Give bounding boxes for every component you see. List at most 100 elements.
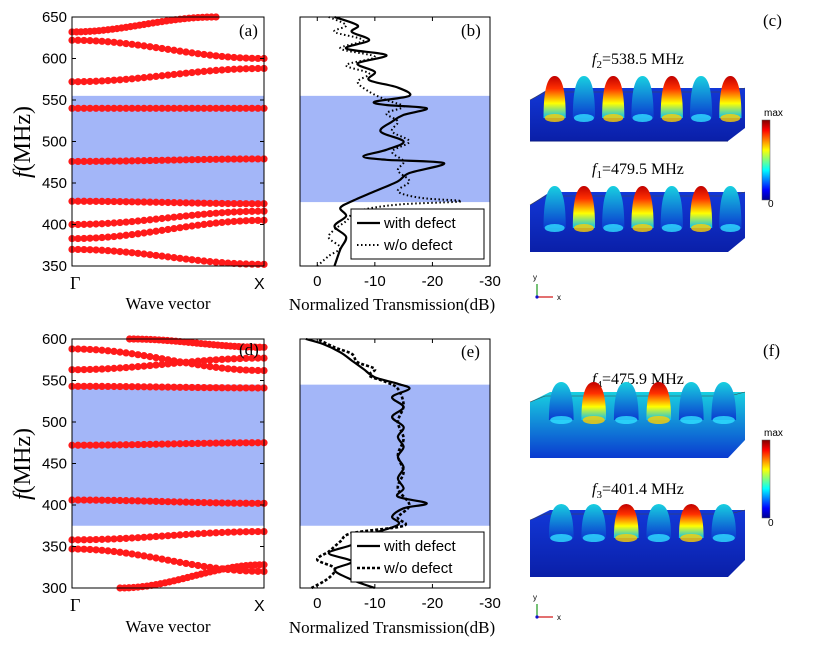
band-point — [212, 155, 220, 163]
y-tick-label: 450 — [42, 456, 67, 473]
mode-highlight — [712, 416, 735, 424]
mode-highlight — [603, 224, 624, 232]
band-point — [170, 498, 178, 506]
band-point — [164, 356, 172, 364]
band-point — [146, 251, 154, 259]
band-point — [86, 104, 94, 112]
band-point — [128, 441, 136, 449]
band-point — [200, 384, 208, 392]
band-point — [92, 37, 100, 45]
band-point — [80, 365, 88, 374]
band-point — [254, 499, 262, 507]
band-point — [176, 156, 184, 164]
x-tick-label: -10 — [364, 273, 386, 290]
band-point — [134, 230, 142, 238]
band-point — [224, 565, 232, 574]
band-point — [110, 157, 118, 165]
band-point — [212, 209, 220, 217]
mode-peak — [689, 76, 713, 118]
band-point — [98, 441, 106, 449]
band-point — [152, 440, 160, 448]
band-point — [170, 531, 178, 539]
x-tick-label: -20 — [422, 595, 444, 612]
band-point — [152, 104, 160, 112]
band-point — [176, 383, 184, 391]
band-point — [134, 440, 142, 449]
band-point — [140, 250, 148, 258]
band-point — [140, 42, 148, 50]
band-point — [104, 38, 112, 46]
mode-highlight — [661, 114, 682, 122]
band-point — [218, 499, 226, 507]
mode-highlight — [603, 114, 624, 122]
band-point — [200, 104, 208, 112]
band-point — [116, 348, 124, 356]
band-point — [134, 249, 142, 257]
band-point — [164, 556, 172, 564]
x-tick-label: -20 — [422, 273, 444, 290]
band-point — [236, 54, 244, 62]
band-point — [122, 104, 130, 112]
triad-x-label: x — [557, 613, 561, 622]
band-point — [128, 198, 136, 206]
band-point — [110, 382, 118, 391]
band-point — [116, 232, 124, 240]
band-point — [230, 65, 238, 73]
panel-label: (d) — [239, 340, 259, 359]
band-point — [182, 212, 190, 220]
band-point — [122, 157, 130, 165]
band-point — [122, 39, 130, 48]
band-point — [116, 535, 124, 543]
band-point — [212, 363, 220, 371]
x-axis-label: Wave vector — [126, 617, 211, 636]
band-point — [80, 545, 88, 553]
band-point — [158, 72, 166, 80]
band-point — [80, 345, 88, 353]
band-point — [98, 382, 106, 391]
band-point — [218, 209, 226, 217]
band-point — [182, 223, 190, 231]
band-point — [236, 439, 244, 447]
panel-label: (c) — [763, 11, 782, 30]
band-point — [86, 197, 94, 205]
band-point — [92, 496, 100, 504]
band-point — [86, 246, 94, 254]
band-point — [104, 157, 112, 165]
band-point — [224, 259, 232, 267]
band-point — [176, 498, 184, 506]
band-point — [200, 362, 208, 370]
y-tick-label: 350 — [42, 258, 67, 275]
band-point — [206, 258, 214, 266]
band-point — [200, 199, 208, 207]
band-point — [194, 561, 202, 570]
band-point — [116, 39, 124, 47]
band-point — [98, 496, 106, 504]
band-point — [80, 220, 88, 228]
band-point — [164, 198, 172, 207]
mode-peak — [678, 382, 704, 420]
band-point — [74, 104, 82, 112]
y-tick-label: 600 — [42, 51, 67, 68]
band-point — [146, 73, 154, 81]
band-point — [218, 364, 226, 372]
band-point — [254, 384, 262, 392]
band-point — [254, 527, 262, 536]
band-point — [218, 66, 226, 74]
x-tick-x: X — [254, 276, 265, 293]
mode-highlight — [632, 114, 653, 122]
band-point — [122, 75, 130, 83]
band-point — [98, 37, 106, 45]
mode-peak — [689, 186, 713, 228]
band-point — [158, 104, 166, 112]
band-point — [74, 220, 82, 229]
band-point — [218, 218, 226, 227]
band-point — [110, 547, 118, 556]
band-point — [206, 210, 214, 218]
band-point — [230, 355, 238, 363]
band-point — [140, 104, 148, 112]
band-point — [164, 71, 172, 79]
band-point — [224, 365, 232, 373]
band-point — [188, 439, 196, 448]
band-point — [86, 77, 94, 86]
band-point — [158, 532, 166, 540]
